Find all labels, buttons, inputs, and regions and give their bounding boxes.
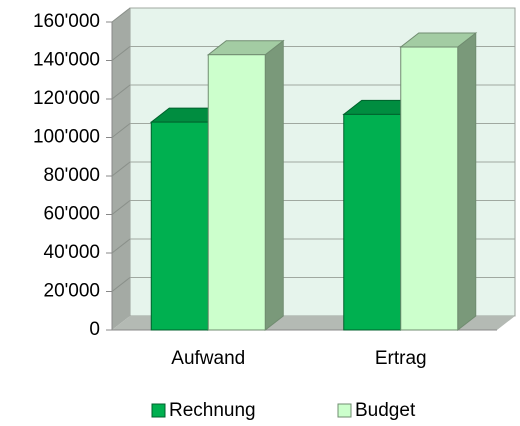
y-tick-label: 60'000 <box>44 204 100 225</box>
bar <box>206 39 285 332</box>
bar <box>399 32 478 332</box>
grid-line <box>111 161 131 177</box>
legend-swatch <box>337 403 352 418</box>
bar-front <box>207 54 266 331</box>
grid-line <box>111 46 131 61</box>
x-tick-label: Aufwand <box>171 348 245 369</box>
grid-line <box>111 7 131 23</box>
bar-front <box>150 121 209 331</box>
y-tick-label: 0 <box>89 319 100 340</box>
grid-line <box>111 123 131 138</box>
y-tick-label: 40'000 <box>44 242 100 263</box>
y-tick-label: 120'000 <box>33 88 100 109</box>
grid-line <box>111 277 131 292</box>
grid-line <box>111 84 131 100</box>
y-tick-label: 100'000 <box>33 127 100 148</box>
y-tick-label: 140'000 <box>33 50 100 71</box>
x-tick-label: Ertrag <box>375 348 427 369</box>
grid-line <box>111 200 131 215</box>
bar-side <box>457 32 477 332</box>
y-tick-label: 20'000 <box>44 281 100 302</box>
legend-label: Rechnung <box>169 400 256 421</box>
grid-line <box>111 238 131 254</box>
y-tick-label: 160'000 <box>33 11 100 32</box>
legend-label: Budget <box>355 400 416 421</box>
legend-swatch <box>151 403 166 418</box>
bar-front <box>343 113 402 331</box>
bar-front <box>400 46 459 331</box>
y-tick-label: 80'000 <box>44 165 100 186</box>
bar-side <box>264 39 284 332</box>
